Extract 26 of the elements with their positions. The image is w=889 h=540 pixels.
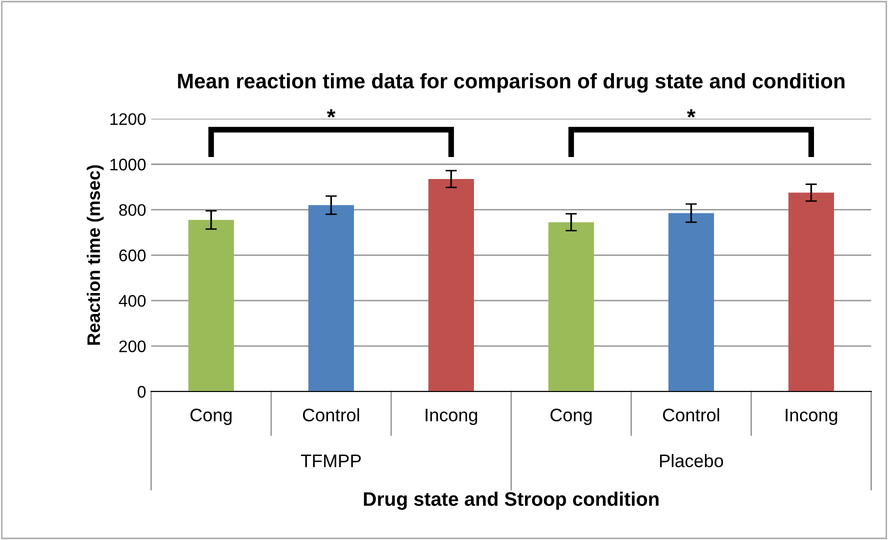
chart-title: Mean reaction time data for comparison of drug state and condition <box>178 73 844 93</box>
x-tick-label: Incong <box>426 408 478 425</box>
bar <box>188 220 234 392</box>
text: * <box>326 109 336 118</box>
y-tick-label: 800 <box>119 204 146 216</box>
x-tick-label: Incong <box>786 408 838 425</box>
bar <box>788 192 834 392</box>
x-tick-label: Control <box>302 408 360 422</box>
x-axis-title: Drug state and Stroop condition <box>364 492 659 510</box>
y-tick-label: 1200 <box>110 113 146 126</box>
text: TFMPP <box>300 454 361 468</box>
bar <box>668 213 714 392</box>
bar <box>428 179 474 392</box>
bar <box>548 222 594 392</box>
bar <box>308 205 354 392</box>
y-tick-label: 400 <box>118 295 146 307</box>
text: Placebo <box>660 454 724 468</box>
y-tick-label: 600 <box>119 250 146 262</box>
x-tick-label: Cong <box>190 408 232 425</box>
y-tick-label: 200 <box>119 340 146 352</box>
y-tick-label: 1000 <box>110 158 146 170</box>
text: * <box>686 109 696 118</box>
y-axis-title: Reaction time (msec) <box>86 165 104 345</box>
x-tick-label: Cong <box>550 408 592 425</box>
y-tick-label: 0 <box>138 386 146 398</box>
x-tick-label: Control <box>663 408 720 422</box>
